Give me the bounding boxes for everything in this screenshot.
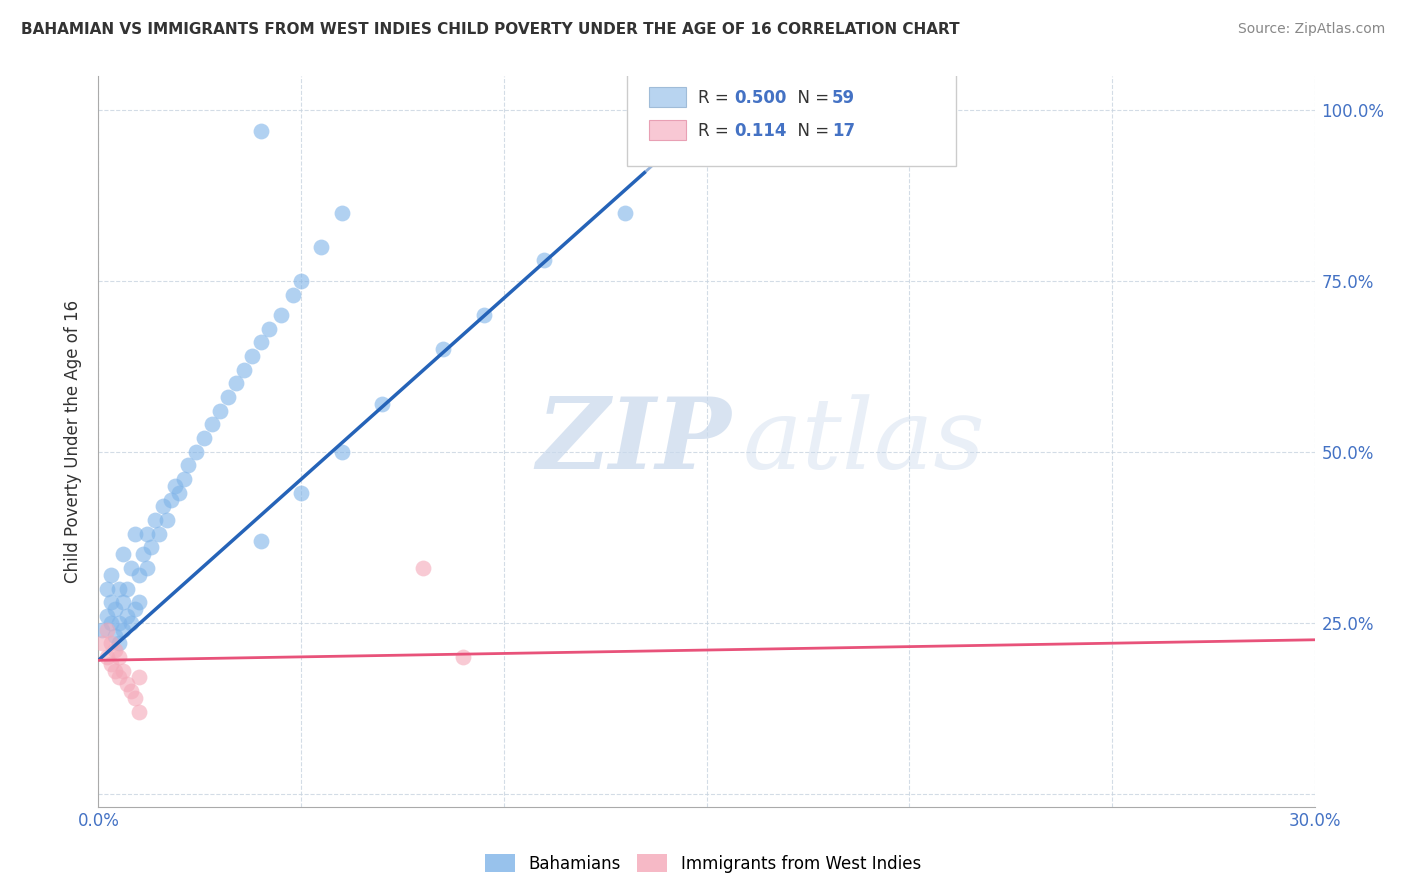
- Point: [115, 582, 138, 596]
- Text: BAHAMIAN VS IMMIGRANTS FROM WEST INDIES CHILD POVERTY UNDER THE AGE OF 16 CORREL: BAHAMIAN VS IMMIGRANTS FROM WEST INDIES …: [21, 22, 960, 37]
- Point: [124, 526, 146, 541]
- Text: R =: R =: [697, 89, 734, 107]
- Point: [165, 479, 187, 493]
- Point: [281, 287, 304, 301]
- Point: [136, 526, 159, 541]
- Point: [128, 705, 150, 719]
- Point: [111, 623, 134, 637]
- Text: 59: 59: [832, 89, 855, 107]
- Point: [100, 657, 122, 671]
- Point: [270, 308, 292, 322]
- Point: [201, 417, 224, 432]
- Point: [432, 343, 454, 357]
- Text: N =: N =: [787, 121, 834, 140]
- Text: Source: ZipAtlas.com: Source: ZipAtlas.com: [1237, 22, 1385, 37]
- Point: [371, 397, 394, 411]
- Point: [249, 123, 271, 137]
- Point: [120, 561, 142, 575]
- Point: [104, 602, 127, 616]
- Point: [100, 567, 122, 582]
- Point: [184, 444, 207, 458]
- Point: [290, 274, 312, 288]
- Text: 0.500: 0.500: [734, 89, 787, 107]
- Point: [156, 513, 179, 527]
- Point: [96, 623, 118, 637]
- Point: [453, 649, 475, 664]
- Point: [115, 608, 138, 623]
- Point: [91, 636, 114, 650]
- Point: [107, 615, 129, 630]
- Point: [111, 664, 134, 678]
- Text: atlas: atlas: [742, 394, 986, 489]
- Point: [128, 670, 150, 684]
- Point: [139, 541, 162, 555]
- Point: [96, 608, 118, 623]
- Point: [290, 485, 312, 500]
- Point: [257, 322, 280, 336]
- FancyBboxPatch shape: [627, 67, 956, 166]
- Point: [136, 561, 159, 575]
- Y-axis label: Child Poverty Under the Age of 16: Child Poverty Under the Age of 16: [65, 300, 83, 583]
- Point: [107, 670, 129, 684]
- Point: [100, 615, 122, 630]
- Point: [193, 431, 215, 445]
- FancyBboxPatch shape: [650, 87, 686, 107]
- Point: [120, 684, 142, 698]
- Point: [152, 500, 174, 514]
- Point: [107, 582, 129, 596]
- Point: [143, 513, 166, 527]
- Point: [124, 690, 146, 705]
- Point: [330, 444, 353, 458]
- Point: [169, 485, 191, 500]
- Point: [115, 677, 138, 691]
- FancyBboxPatch shape: [650, 120, 686, 140]
- Point: [217, 390, 239, 404]
- Point: [249, 335, 271, 350]
- Point: [120, 615, 142, 630]
- Point: [107, 649, 129, 664]
- Text: ZIP: ZIP: [536, 393, 731, 490]
- Point: [128, 595, 150, 609]
- Point: [614, 205, 637, 219]
- Point: [107, 636, 129, 650]
- Point: [311, 240, 333, 254]
- Point: [132, 547, 155, 561]
- Point: [128, 567, 150, 582]
- Point: [249, 533, 271, 548]
- Point: [412, 561, 434, 575]
- Point: [330, 205, 353, 219]
- Point: [472, 308, 495, 322]
- Point: [225, 376, 247, 391]
- Point: [533, 253, 555, 268]
- Point: [91, 623, 114, 637]
- Text: 0.114: 0.114: [734, 121, 787, 140]
- Point: [160, 492, 183, 507]
- Point: [173, 472, 195, 486]
- Legend: Bahamians, Immigrants from West Indies: Bahamians, Immigrants from West Indies: [478, 847, 928, 880]
- Point: [104, 629, 127, 643]
- Text: R =: R =: [697, 121, 740, 140]
- Point: [104, 643, 127, 657]
- Point: [111, 547, 134, 561]
- Point: [233, 363, 256, 377]
- Point: [242, 349, 264, 363]
- Point: [96, 582, 118, 596]
- Point: [96, 649, 118, 664]
- Point: [104, 664, 127, 678]
- Point: [209, 404, 232, 418]
- Point: [148, 526, 170, 541]
- Point: [100, 595, 122, 609]
- Point: [176, 458, 198, 473]
- Point: [100, 636, 122, 650]
- Text: N =: N =: [787, 89, 834, 107]
- Point: [111, 595, 134, 609]
- Point: [124, 602, 146, 616]
- Text: 17: 17: [832, 121, 855, 140]
